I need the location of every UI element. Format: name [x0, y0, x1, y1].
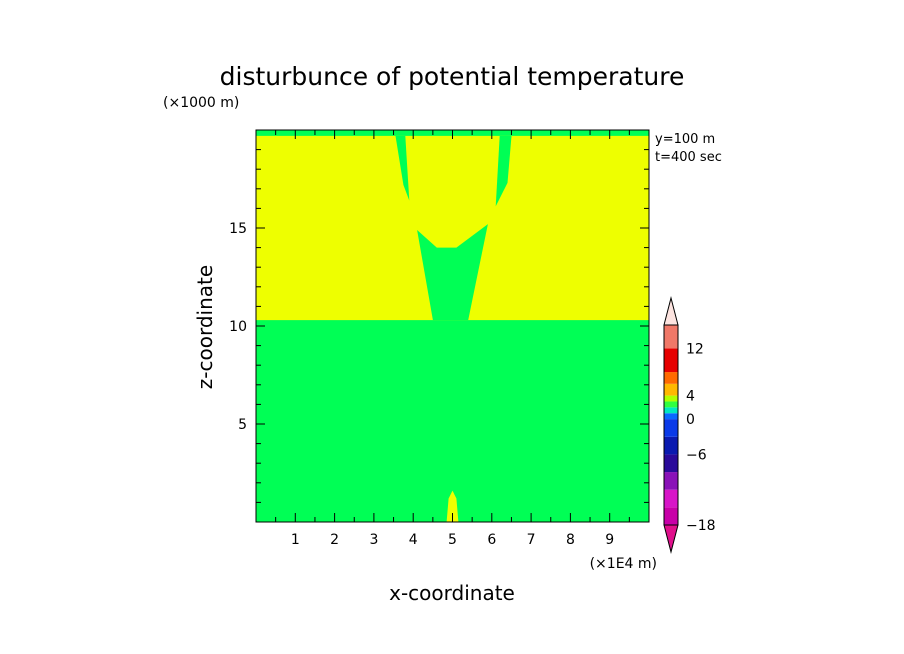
y-tick-label: 10 — [229, 319, 247, 335]
x-tick-label: 9 — [605, 532, 614, 548]
colorbar-over-arrow — [663, 296, 679, 326]
colorbar-segment — [664, 436, 678, 455]
x-tick-label: 8 — [566, 532, 575, 548]
colorbar-label: 0 — [686, 412, 695, 428]
contour-region — [417, 224, 488, 321]
tick-marks — [255, 129, 650, 523]
colorbar-segment — [664, 454, 678, 473]
colorbar-segment — [664, 395, 678, 402]
y-tick-label: 5 — [238, 417, 247, 433]
colorbar-segment — [664, 413, 678, 420]
colorbar-segment — [664, 419, 678, 437]
x-axis-label: x-coordinate — [389, 581, 515, 605]
annotation-y: y=100 m — [655, 132, 715, 147]
x-tick-label: 7 — [527, 532, 536, 548]
contour-regions — [256, 135, 649, 522]
colorbar-segment — [664, 325, 678, 349]
y-tick-labels: 5 10 15 — [229, 221, 247, 433]
x-tick-label: 5 — [448, 532, 457, 548]
colorbar-segment — [664, 348, 678, 373]
contour-region — [256, 135, 649, 321]
annotation-t: t=400 sec — [655, 150, 722, 165]
colorbar-label: −6 — [686, 447, 707, 463]
x-tick-label: 4 — [409, 532, 418, 548]
colorbar-segment — [664, 507, 678, 525]
x-tick-label: 6 — [487, 532, 496, 548]
x-tick-label: 2 — [330, 532, 339, 548]
x-tick-label: 1 — [291, 532, 300, 548]
colorbar-label: 12 — [686, 342, 704, 358]
colorbar-segment — [664, 383, 678, 396]
contour-region — [446, 490, 459, 522]
colorbar-segment — [664, 372, 678, 384]
contour-region — [395, 135, 410, 201]
colorbar-segment — [664, 407, 678, 414]
colorbar-under-arrow — [663, 524, 679, 554]
y-tick-label: 15 — [229, 221, 247, 237]
colorbar-label: 4 — [686, 389, 695, 405]
x-tick-label: 3 — [369, 532, 378, 548]
chart-title: disturbunce of potential temperature — [220, 62, 685, 91]
colorbar-segment — [664, 472, 678, 490]
colorbar-labels: 12 4 0 −6 −18 — [686, 342, 716, 534]
plot-area — [255, 129, 650, 523]
y-axis-label: z-coordinate — [193, 265, 217, 389]
contour-region — [495, 135, 512, 207]
colorbar — [663, 296, 679, 554]
colorbar-label: −18 — [686, 518, 716, 534]
y-unit-label: (×1000 m) — [163, 95, 239, 111]
x-tick-labels: 1 2 3 4 5 6 7 8 9 — [291, 532, 614, 548]
colorbar-segment — [664, 401, 678, 408]
colorbar-segment — [664, 489, 678, 508]
x-unit-label: (×1E4 m) — [590, 556, 657, 572]
colorbar-frame — [663, 324, 679, 526]
